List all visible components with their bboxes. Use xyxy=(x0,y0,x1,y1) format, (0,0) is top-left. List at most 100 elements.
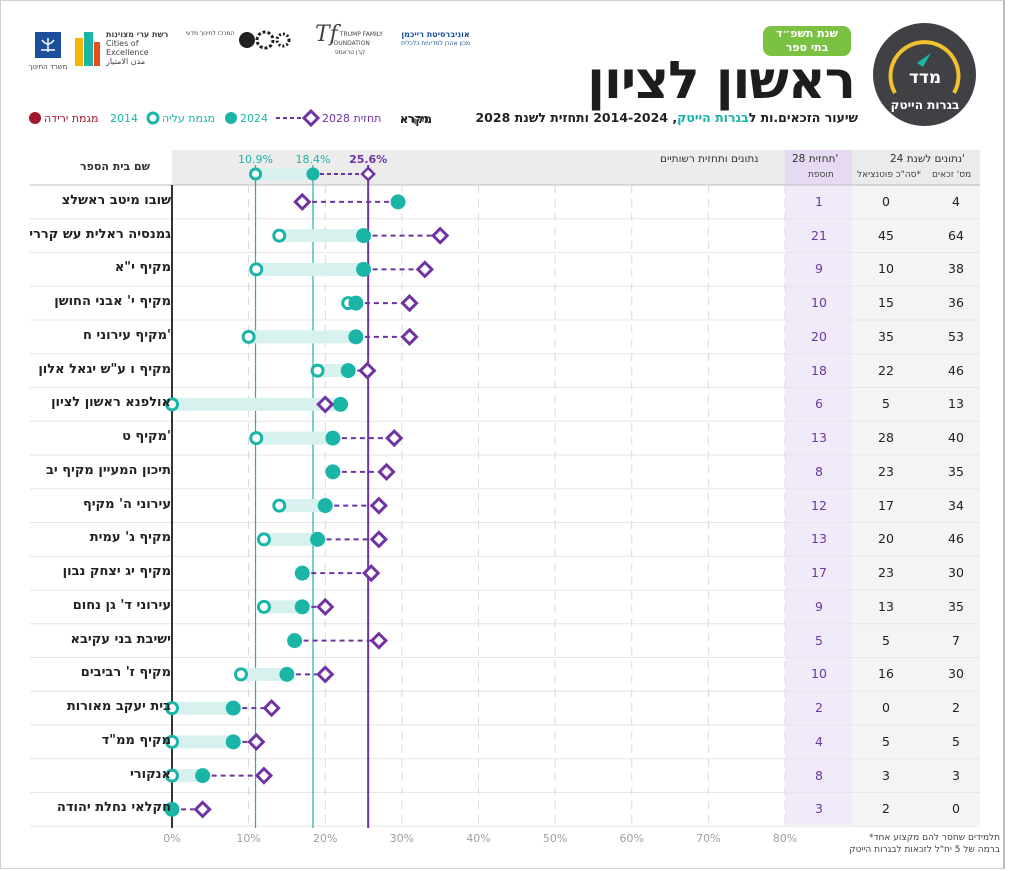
cities-text-en: Cities of Excellence xyxy=(106,39,149,57)
index-logo: מדד בגרות הייטק xyxy=(873,23,976,126)
forecast-add-value: 17 xyxy=(811,565,827,581)
point-2014 xyxy=(256,532,271,547)
potential-value: 30 xyxy=(948,565,964,581)
trump-text-he: קרן טראמפ xyxy=(334,49,366,56)
potential-value: 46 xyxy=(948,531,964,547)
point-2024 xyxy=(164,801,180,817)
point-2028 xyxy=(362,564,381,583)
point-2028 xyxy=(415,260,434,279)
x-tick-label: 60% xyxy=(620,832,644,845)
forecast-add-value: 10 xyxy=(811,666,827,682)
point-2028 xyxy=(369,496,389,515)
school-name: מקיף ג' עמית xyxy=(89,530,171,546)
range-bar xyxy=(279,499,326,513)
footnote-line1: *תלמידים שחסר להם מקצוע אחד xyxy=(869,833,1000,843)
eligible-value: 2 xyxy=(882,801,890,817)
header-2024-dot xyxy=(306,167,320,181)
range-bar xyxy=(172,769,203,783)
forecast-add-value: 3 xyxy=(815,801,823,817)
footnote: *תלמידים שחסר להם מקצוע אחד ברמה של 5 יח… xyxy=(815,832,1000,856)
school-name: מקיף ט' xyxy=(122,429,171,445)
point-2024 xyxy=(356,228,372,244)
school-column-header: שם בית הספר xyxy=(80,160,151,173)
point-2028 xyxy=(316,395,335,414)
eligible-value: 20 xyxy=(878,531,894,547)
forecast-add-value: 8 xyxy=(815,463,823,479)
legend-forecast-label: תחזית 2028 xyxy=(322,112,382,125)
header-forecast-diamond xyxy=(360,166,376,182)
eligible-value: 10 xyxy=(878,261,894,277)
point-2028 xyxy=(358,361,377,380)
potential-value: 4 xyxy=(952,193,960,209)
point-2024 xyxy=(333,396,349,412)
forecast-add-value: 4 xyxy=(815,733,823,749)
potential-value: 36 xyxy=(948,295,964,311)
page-title: ראשון לציון xyxy=(587,51,856,111)
point-2024 xyxy=(294,565,310,581)
legend-2014-marker xyxy=(146,111,160,125)
point-2028 xyxy=(193,800,212,819)
eligible-value: 28 xyxy=(878,430,894,446)
range-bar xyxy=(279,229,364,243)
ministry-text: משרד החינוך xyxy=(28,63,68,71)
legend-fall-label: מגמת ירידה xyxy=(44,112,99,125)
forecast-add-value: 9 xyxy=(815,261,823,277)
forecast-column-bg xyxy=(785,185,852,825)
subtitle: שיעור הזכאים.ות לבגרות הייטק, 2014-2024 … xyxy=(470,110,858,125)
menorah-icon xyxy=(35,32,61,58)
point-2014 xyxy=(249,431,264,446)
point-2014 xyxy=(272,498,287,513)
school-name: עירוני ה' מקיף xyxy=(82,496,171,512)
legend-2024-label: 2024 xyxy=(240,112,268,125)
school-name: תיכון המעיין מקיף יב xyxy=(45,462,171,478)
eligible-sub-header: מס' זכאים xyxy=(932,170,972,180)
data24-column-bg xyxy=(852,185,980,825)
point-2024 xyxy=(294,599,310,615)
legend-title: מקרא xyxy=(400,112,429,125)
forecast-column-header: תחזית 28' xyxy=(792,153,839,165)
eligible-value: 17 xyxy=(878,497,894,513)
x-tick-label: 30% xyxy=(390,832,414,845)
legend-2014-label: 2014 xyxy=(110,112,138,125)
potential-value: 35 xyxy=(948,598,964,614)
school-name: ישיבת בני עקיבא xyxy=(70,631,171,647)
forecast-add-value: 6 xyxy=(815,396,823,412)
reference-label: 25.6% xyxy=(349,153,387,166)
potential-value: 2 xyxy=(952,700,960,716)
point-2028 xyxy=(400,294,419,313)
logo-text-bottom: בגרות הייטק xyxy=(891,98,960,112)
eligible-value: 22 xyxy=(878,362,894,378)
potential-value: 30 xyxy=(948,666,964,682)
point-2028 xyxy=(254,766,274,785)
forecast-add-value: 12 xyxy=(811,497,827,513)
eligible-value: 5 xyxy=(882,733,890,749)
range-bar xyxy=(256,262,364,276)
point-2014 xyxy=(272,228,287,243)
point-2014 xyxy=(310,363,325,378)
x-tick-label: 20% xyxy=(313,832,337,845)
point-2028 xyxy=(400,327,419,346)
point-2024 xyxy=(317,498,333,514)
school-name: מקיף ז' רביבים xyxy=(80,665,171,681)
subtitle-highlight: בגרות הייטק xyxy=(677,110,749,125)
x-tick-label: 10% xyxy=(236,832,260,845)
point-2024 xyxy=(287,633,303,649)
cities-text-he: רשת ערי מצוינות xyxy=(106,30,169,39)
point-2024 xyxy=(356,261,372,277)
point-2028 xyxy=(293,192,312,211)
point-2024 xyxy=(348,295,364,311)
point-2014 xyxy=(241,329,256,344)
range-bar xyxy=(248,330,356,344)
potential-value: 7 xyxy=(952,632,960,648)
range-bar xyxy=(263,532,318,546)
school-name: אנקורי xyxy=(129,766,171,782)
gear-icon xyxy=(239,30,291,50)
header-range-bar xyxy=(255,168,313,180)
potential-value: 3 xyxy=(952,767,960,783)
x-tick-label: 40% xyxy=(466,832,490,845)
gauge-icon: מדד בגרות הייטק xyxy=(888,40,961,112)
potential-value: 64 xyxy=(948,227,964,243)
school-name: עירוני ד' גן נחום xyxy=(72,597,171,613)
